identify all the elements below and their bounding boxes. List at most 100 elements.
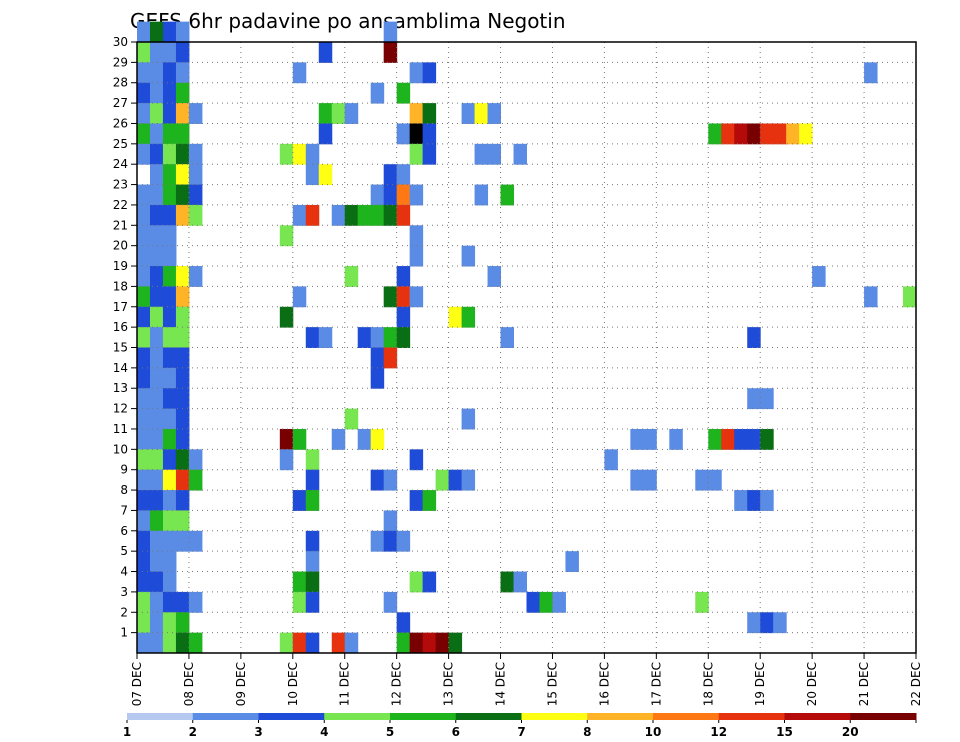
heatmap-cell [137,103,151,124]
heatmap-cell [149,123,164,145]
heatmap-cell [162,266,177,287]
heatmap-cell [149,530,164,552]
heatmap-cell [461,469,476,491]
colorbar-label: 2 [189,725,197,739]
heatmap-cell [383,184,398,206]
heatmap-cell [305,449,320,471]
y-tick-label: 1 [120,626,128,640]
x-tick-label: 08 DEC [182,662,196,706]
heatmap-cell [137,490,151,511]
heatmap-cell [162,408,177,430]
heatmap-cell [162,551,177,573]
heatmap-cell [370,204,385,226]
colorbar-segment [653,713,720,720]
heatmap-cell [331,428,346,450]
heatmap-cell [175,428,190,450]
heatmap-cell [396,123,411,145]
y-tick-label: 15 [113,341,128,355]
heatmap-cell [292,204,307,226]
heatmap-cell [279,449,294,471]
y-tick-label: 12 [113,402,128,416]
heatmap-cell [305,591,320,613]
heatmap-cell [799,123,813,145]
heatmap-cell [137,591,151,613]
heatmap-cell [513,143,527,165]
x-tick-label: 17 DEC [649,662,663,706]
heatmap-cell [344,408,359,430]
heatmap-cell [175,347,190,369]
heatmap-cell [760,428,774,450]
heatmap-cell [137,123,151,145]
colorbar-segment [455,713,522,720]
colorbar-segment [521,713,588,720]
heatmap-cell [137,286,151,308]
heatmap-cell [318,164,333,186]
y-tick-label: 30 [113,35,128,49]
colorbar-segment [390,713,457,720]
heatmap-cell [539,591,553,613]
heatmap-cell [305,327,320,348]
heatmap-cell [175,123,190,145]
heatmap-cell [409,245,424,267]
heatmap-cell [760,490,774,511]
y-tick-label: 11 [113,422,128,436]
heatmap-cell [448,306,463,328]
heatmap-cell [137,266,151,287]
heatmap-cell [175,306,190,328]
heatmap-cell [137,571,151,593]
heatmap-cell [188,632,203,654]
heatmap-cell [396,164,411,186]
heatmap-cell [643,469,657,491]
colorbar-label: 20 [842,725,859,739]
y-tick-label: 3 [120,585,128,599]
heatmap-cell [149,245,164,267]
heatmap-cell [279,428,294,450]
x-tick-label: 07 DEC [130,662,144,706]
y-tick-label: 23 [113,178,128,192]
heatmap-cell [149,306,164,328]
heatmap-cell [149,428,164,450]
heatmap-cell [331,103,346,124]
heatmap-cell [279,225,294,247]
chart-title: GEFS 6hr padavine po ansamblima Negotin [130,9,566,33]
heatmap-cell [747,327,761,348]
heatmap-cell [149,408,164,430]
heatmap-cells [137,21,917,654]
y-axis: 1234567891011121314151617181920212223242… [113,35,137,640]
y-tick-label: 17 [113,300,128,314]
heatmap-cell [409,490,424,511]
heatmap-cell [137,551,151,573]
heatmap-cell [396,266,411,287]
y-tick-label: 22 [113,198,128,212]
heatmap-cell [409,143,424,165]
x-tick-label: 10 DEC [286,662,300,706]
heatmap-cell [305,551,320,573]
heatmap-cell [383,591,398,613]
heatmap-cell [149,103,164,124]
heatmap-cell [149,286,164,308]
heatmap-cell [162,591,177,613]
y-tick-label: 28 [113,76,128,90]
heatmap-cell [396,530,411,552]
heatmap-cell [331,632,346,654]
heatmap-cell [370,327,385,348]
heatmap-cell [370,530,385,552]
colorbar-segment [258,713,325,720]
heatmap-cell [162,21,177,43]
heatmap-cell [318,42,333,63]
colorbar-segment [784,713,851,720]
heatmap-cell [630,469,644,491]
heatmap-cell [422,123,437,145]
heatmap-cell [188,469,203,491]
heatmap-cell [162,530,177,552]
heatmap-cell [162,428,177,450]
heatmap-cell [149,490,164,511]
heatmap-cell [162,286,177,308]
heatmap-cell [747,123,761,145]
heatmap-cell [669,428,683,450]
heatmap-cell [695,469,709,491]
heatmap-cell [175,42,190,63]
heatmap-cell [773,612,787,634]
heatmap-cell [137,428,151,450]
heatmap-cell [175,21,190,43]
